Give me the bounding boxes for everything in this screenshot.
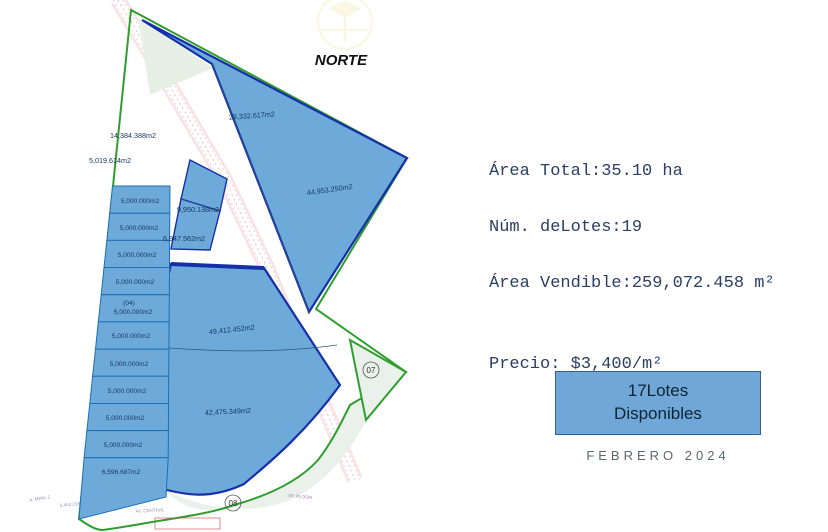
svg-text:9,950.138m2: 9,950.138m2 (177, 205, 219, 214)
svg-text:5,000.000m2: 5,000.000m2 (121, 198, 160, 205)
svg-text:AV. CENTRAL: AV. CENTRAL (135, 507, 164, 514)
svg-text:5,000.000m2: 5,000.000m2 (110, 361, 149, 368)
svg-text:6,596.687m2: 6,596.687m2 (102, 469, 141, 476)
svg-text:5,000.000m2: 5,000.000m2 (120, 225, 159, 232)
svg-text:5,000.000m2: 5,000.000m2 (108, 388, 147, 395)
svg-text:5,000.000m2: 5,000.000m2 (116, 279, 155, 286)
svg-text:5,000.000m2: 5,000.000m2 (106, 415, 145, 422)
svg-text:07: 07 (367, 366, 376, 375)
svg-text:14,384.388m2: 14,384.388m2 (110, 131, 156, 140)
svg-text:5,453.216: 5,453.216 (60, 501, 81, 508)
svg-text:6,947.562m2: 6,947.562m2 (163, 234, 205, 243)
svg-text:08: 08 (229, 499, 238, 508)
svg-text:5,000.000m2: 5,000.000m2 (114, 309, 153, 316)
svg-text:5,000.000m2: 5,000.000m2 (112, 333, 151, 340)
svg-text:5,000.000m2: 5,000.000m2 (104, 442, 143, 449)
svg-text:5,000.000m2: 5,000.000m2 (118, 252, 157, 259)
svg-text:A. MPAL 1: A. MPAL 1 (29, 494, 51, 503)
svg-text:NORTE: NORTE (315, 52, 368, 69)
svg-text:5,019.614m2: 5,019.614m2 (89, 156, 131, 165)
svg-text:(04): (04) (123, 300, 135, 307)
